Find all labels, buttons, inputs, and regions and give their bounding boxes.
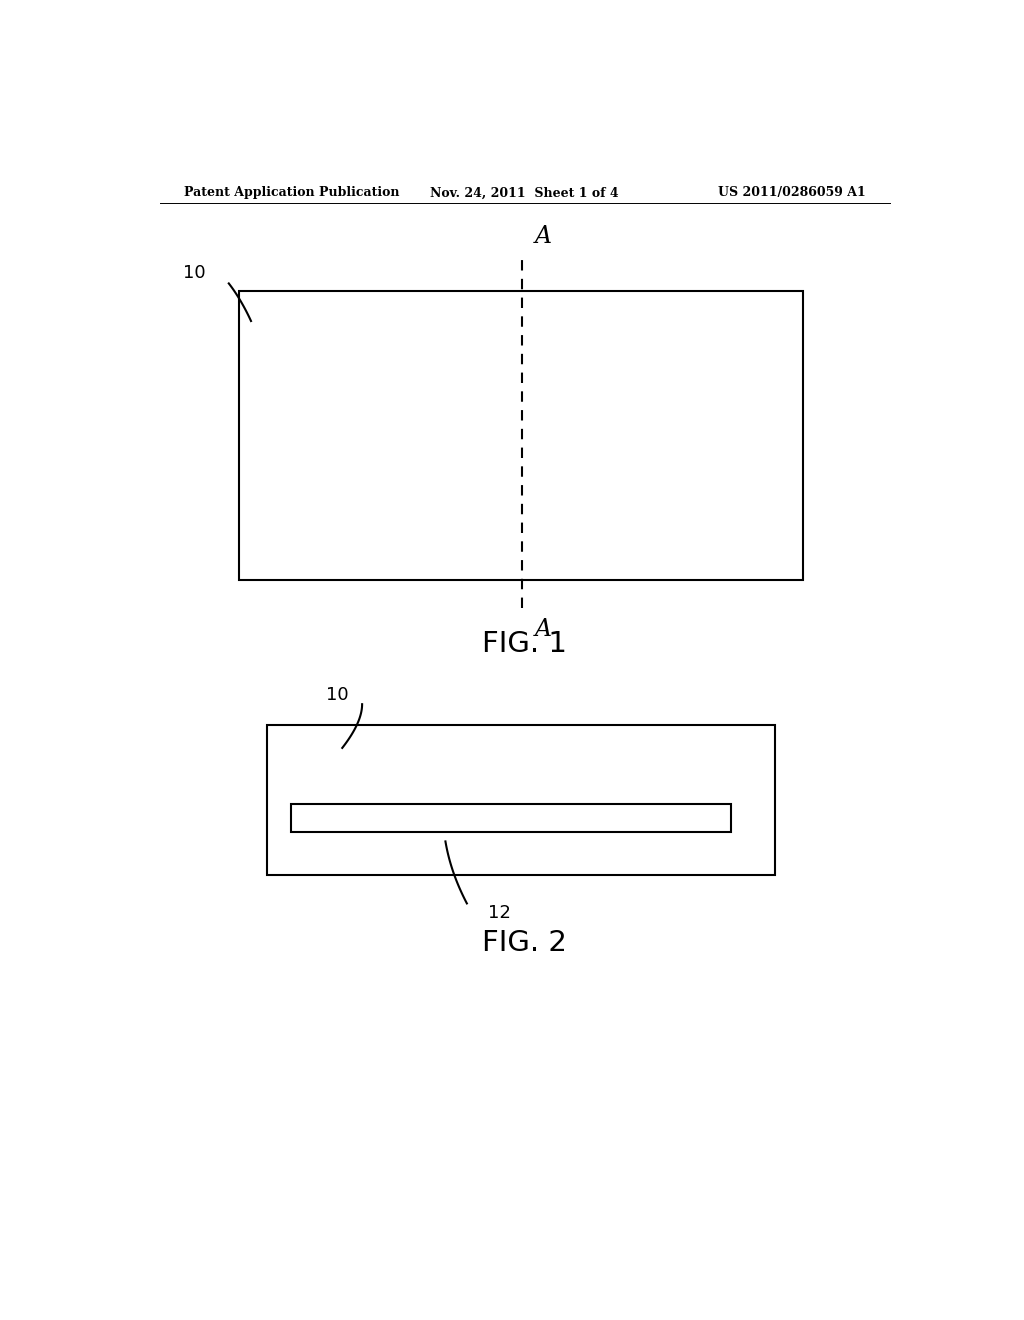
Text: 12: 12 <box>487 904 510 921</box>
Text: 10: 10 <box>326 686 348 704</box>
Text: US 2011/0286059 A1: US 2011/0286059 A1 <box>718 186 866 199</box>
Text: Nov. 24, 2011  Sheet 1 of 4: Nov. 24, 2011 Sheet 1 of 4 <box>430 186 620 199</box>
Text: FIG. 1: FIG. 1 <box>482 630 567 659</box>
Bar <box>267 725 775 875</box>
Text: 10: 10 <box>183 264 206 282</box>
Text: FIG. 2: FIG. 2 <box>482 929 567 957</box>
Text: A: A <box>536 618 552 640</box>
Text: A: A <box>536 224 552 248</box>
Bar <box>240 290 803 581</box>
Text: Patent Application Publication: Patent Application Publication <box>183 186 399 199</box>
Bar <box>291 804 731 833</box>
